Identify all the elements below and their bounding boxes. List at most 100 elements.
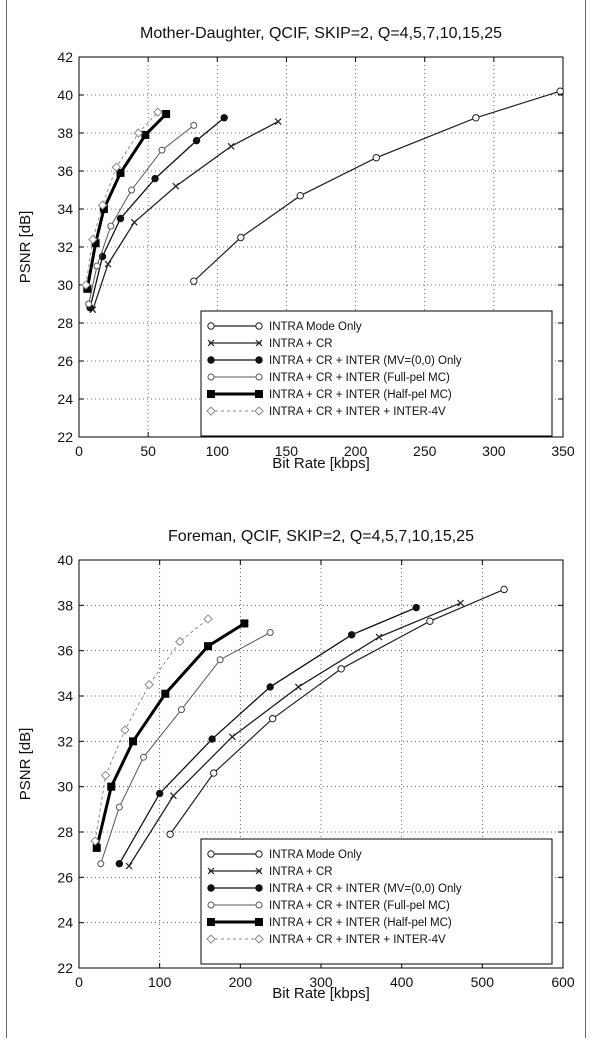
data-point [274,118,282,126]
series-4 [85,121,198,308]
data-point [190,277,198,285]
y-tick-label: 30 [57,277,73,293]
data-point [203,614,213,624]
data-point [204,642,213,651]
data-point [237,233,245,242]
y-tick-label: 36 [57,643,73,659]
series-line [92,121,279,310]
data-point [220,114,228,122]
series-line [85,111,159,286]
data-point-stroke-b [228,733,236,741]
legend-label: INTRA Mode Only [269,849,362,861]
data-point [115,803,123,811]
data-point [166,830,174,838]
series-line [118,607,417,865]
data-point-stroke-b [169,792,177,800]
legend-marker [206,934,216,944]
data-point [208,735,216,743]
legend-marker [206,406,216,416]
data-point [412,603,420,612]
legend-marker [207,356,215,364]
y-tick-label: 26 [57,869,73,885]
legend-label: INTRA + CR + INTER (MV=(0,0) Only [269,355,462,367]
data-point [116,214,125,223]
data-point-stroke-b [130,218,138,226]
data-point [347,631,356,639]
series-line [169,588,505,835]
legend-marker [255,390,263,398]
legend-marker [255,322,263,330]
y-tick-label: 34 [57,688,73,704]
series-5 [83,110,171,293]
data-point [426,617,434,625]
data-point [266,629,274,637]
data-point [375,633,383,641]
legend-marker [207,322,215,330]
legend-marker [255,339,263,347]
y-tick-label: 30 [57,779,73,795]
chart-title: Mother-Daughter, QCIF, SKIP=2, Q=4,5,7,1… [140,25,502,42]
data-point [88,234,98,245]
x-tick-label: 100 [148,974,172,990]
data-point [128,186,136,194]
data-point [97,860,105,868]
series-line [88,125,195,305]
data-point [99,205,108,213]
data-point [85,300,93,308]
series-3 [86,114,228,312]
legend-marker-stroke-b [255,339,263,347]
legend-marker [255,850,263,858]
legend-label: INTRA + CR [269,338,333,350]
data-point [144,679,154,690]
legend-label: INTRA + CR [269,866,333,878]
legend-label: INTRA + CR + INTER (Half-pel MC) [269,917,452,929]
legend-marker [207,918,215,926]
data-point-stroke-b [227,142,235,150]
series-2 [125,599,464,870]
data-point [161,689,170,698]
data-point [140,753,148,761]
series-line [128,602,461,867]
data-point-stroke-b [294,683,302,691]
legend-marker [255,901,263,909]
x-tick-label: 300 [482,443,506,459]
data-point [111,162,122,172]
series-5 [92,619,249,852]
data-point [115,860,124,868]
data-point-stroke-b [104,260,112,268]
data-point [268,714,277,723]
series-1 [190,87,564,285]
data-point [296,192,304,200]
series-2 [89,118,282,314]
legend-marker [207,850,215,858]
data-point [472,114,480,122]
x-axis-label: Bit Rate [kbps] [272,985,370,1002]
x-axis-label: Bit Rate [kbps] [272,455,370,472]
data-point [175,636,185,647]
legend-marker-stroke-b [207,867,215,875]
series-line [89,117,225,308]
data-point [116,168,125,177]
series-4 [97,629,274,868]
series-line [95,622,246,849]
x-tick-label: 150 [275,443,299,459]
data-point [100,770,111,781]
data-point [92,843,101,852]
y-tick-label: 42 [57,49,73,65]
y-tick-label: 38 [57,125,73,141]
legend-label: INTRA + CR + INTER (Full-pel MC) [269,900,450,912]
data-point [90,836,100,846]
data-point [216,656,224,664]
data-point [133,128,144,138]
data-point [107,222,115,230]
data-point [91,239,100,248]
series-6 [81,107,163,290]
legend-marker [254,934,264,944]
y-tick-label: 22 [57,429,73,445]
legend-marker [207,339,215,347]
data-point [153,107,163,117]
legend-label: INTRA + CR + INTER (MV=(0,0) Only [269,883,462,895]
data-point [227,142,235,150]
x-tick-label: 0 [75,974,83,990]
data-point [83,284,92,293]
